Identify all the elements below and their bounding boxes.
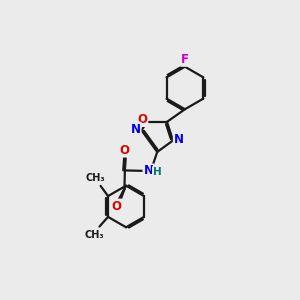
Text: H: H: [153, 167, 162, 177]
Text: CH₃: CH₃: [85, 172, 105, 183]
Text: CH₃: CH₃: [84, 230, 104, 240]
Text: N: N: [130, 122, 141, 136]
Text: F: F: [181, 53, 189, 66]
Text: O: O: [137, 113, 147, 126]
Text: N: N: [174, 133, 184, 146]
Text: O: O: [111, 200, 121, 212]
Text: N: N: [143, 164, 153, 177]
Text: O: O: [120, 144, 130, 157]
